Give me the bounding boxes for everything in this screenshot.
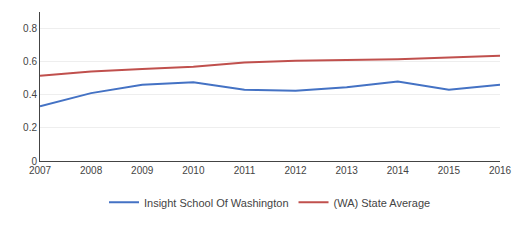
svg-text:2016: 2016	[489, 165, 512, 176]
svg-text:0.6: 0.6	[23, 56, 37, 67]
svg-text:2008: 2008	[80, 165, 103, 176]
svg-text:2007: 2007	[29, 165, 52, 176]
svg-text:0.8: 0.8	[23, 23, 37, 34]
svg-text:2014: 2014	[387, 165, 410, 176]
svg-text:2012: 2012	[284, 165, 307, 176]
svg-text:2015: 2015	[438, 165, 461, 176]
svg-text:2009: 2009	[131, 165, 154, 176]
svg-text:Insight School Of Washington: Insight School Of Washington	[144, 197, 289, 209]
svg-text:0.4: 0.4	[23, 89, 37, 100]
svg-text:2013: 2013	[336, 165, 359, 176]
svg-text:2010: 2010	[182, 165, 205, 176]
svg-text:0: 0	[31, 156, 37, 167]
svg-text:0.2: 0.2	[23, 122, 37, 133]
svg-text:2011: 2011	[234, 165, 256, 176]
svg-text:(WA) State Average: (WA) State Average	[334, 197, 431, 209]
